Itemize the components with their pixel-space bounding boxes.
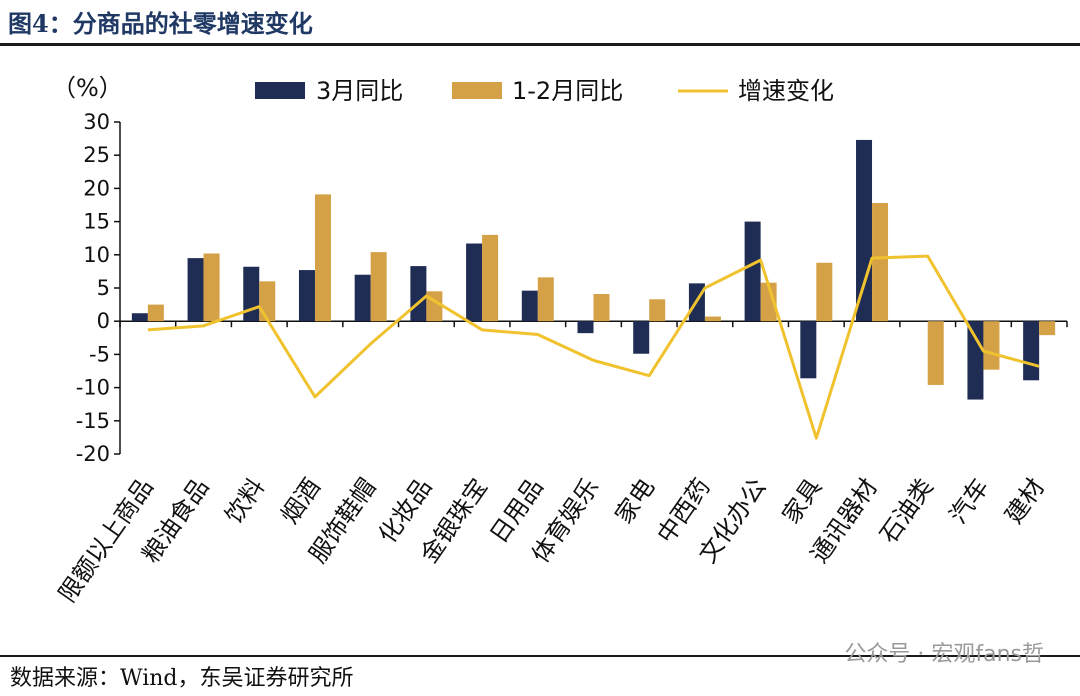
bar-march bbox=[1023, 321, 1040, 381]
y-tick-label: -10 bbox=[76, 376, 110, 400]
bars bbox=[131, 139, 1056, 400]
bar-janfeb bbox=[704, 316, 721, 322]
bar-march bbox=[800, 321, 817, 379]
change-line bbox=[147, 254, 1040, 440]
source-note: 数据来源：Wind，东吴证券研究所 bbox=[10, 666, 354, 691]
legend-swatch-march bbox=[255, 82, 305, 99]
y-tick-label: -15 bbox=[76, 409, 110, 433]
bar-janfeb bbox=[203, 253, 220, 322]
bar-janfeb bbox=[259, 281, 276, 322]
y-tick-label: -20 bbox=[76, 442, 110, 466]
y-tick-label: 5 bbox=[97, 276, 110, 300]
legend-label-janfeb: 1-2月同比 bbox=[512, 77, 623, 105]
category-label: 限额以上商品 bbox=[53, 473, 159, 607]
figure-title: 图4：分商品的社零增速变化 bbox=[8, 9, 313, 38]
chart: （%） 3月同比 1-2月同比 增速变化 30 25 20 15 10 5 0 -5 -10 -1… bbox=[52, 74, 1068, 607]
bar-janfeb bbox=[983, 321, 1000, 370]
y-tick-label: 25 bbox=[83, 143, 110, 167]
footer-rule bbox=[0, 655, 1080, 657]
bar-march bbox=[243, 266, 260, 322]
category-label: 饮料 bbox=[220, 473, 270, 528]
category-label: 烟酒 bbox=[275, 473, 325, 528]
bar-march bbox=[410, 266, 427, 322]
change-line-layer bbox=[147, 254, 1040, 440]
category-label: 家具 bbox=[777, 473, 827, 528]
category-label: 家电 bbox=[610, 473, 660, 528]
legend-swatch-janfeb bbox=[452, 82, 502, 99]
bar-march bbox=[856, 139, 873, 322]
bar-janfeb bbox=[537, 277, 554, 322]
bar-march bbox=[131, 313, 148, 322]
bar-janfeb bbox=[1039, 321, 1056, 336]
bar-march bbox=[577, 321, 594, 334]
bar-janfeb bbox=[872, 203, 889, 322]
bar-janfeb bbox=[370, 252, 387, 322]
bar-janfeb bbox=[593, 293, 610, 322]
y-tick-label: 30 bbox=[83, 110, 110, 134]
y-tick-label: 20 bbox=[83, 176, 110, 200]
bar-march bbox=[633, 321, 650, 354]
bar-march bbox=[967, 321, 984, 400]
bar-janfeb bbox=[816, 262, 833, 322]
category-label: 建材 bbox=[1000, 473, 1050, 528]
bar-janfeb bbox=[482, 234, 499, 322]
y-tick-label: 15 bbox=[83, 210, 110, 234]
y-tick-label: 10 bbox=[83, 243, 110, 267]
y-axis-unit: （%） bbox=[52, 74, 123, 102]
category-label: 汽车 bbox=[944, 473, 994, 528]
bar-janfeb bbox=[927, 321, 944, 385]
legend: 3月同比 1-2月同比 增速变化 bbox=[255, 77, 834, 105]
watermark: 公众号 · 宏观fans哲 bbox=[844, 642, 1044, 667]
bar-march bbox=[354, 274, 371, 322]
bar-march bbox=[521, 290, 538, 322]
category-label: 石油类 bbox=[874, 473, 938, 548]
bar-march bbox=[744, 221, 761, 322]
bar-janfeb bbox=[147, 304, 164, 322]
bar-janfeb bbox=[314, 194, 331, 322]
title-rule bbox=[0, 43, 1080, 46]
bar-janfeb bbox=[649, 299, 666, 322]
bar-march bbox=[187, 258, 204, 322]
bar-janfeb bbox=[760, 282, 777, 322]
legend-label-march: 3月同比 bbox=[316, 77, 403, 105]
y-tick-label: -5 bbox=[89, 342, 110, 366]
axes: 30 25 20 15 10 5 0 -5 -10 -15 -20 bbox=[76, 110, 1068, 466]
bar-march bbox=[298, 270, 315, 322]
legend-label-change: 增速变化 bbox=[738, 77, 834, 105]
bar-march bbox=[466, 243, 483, 322]
y-tick-label: 0 bbox=[97, 309, 110, 333]
